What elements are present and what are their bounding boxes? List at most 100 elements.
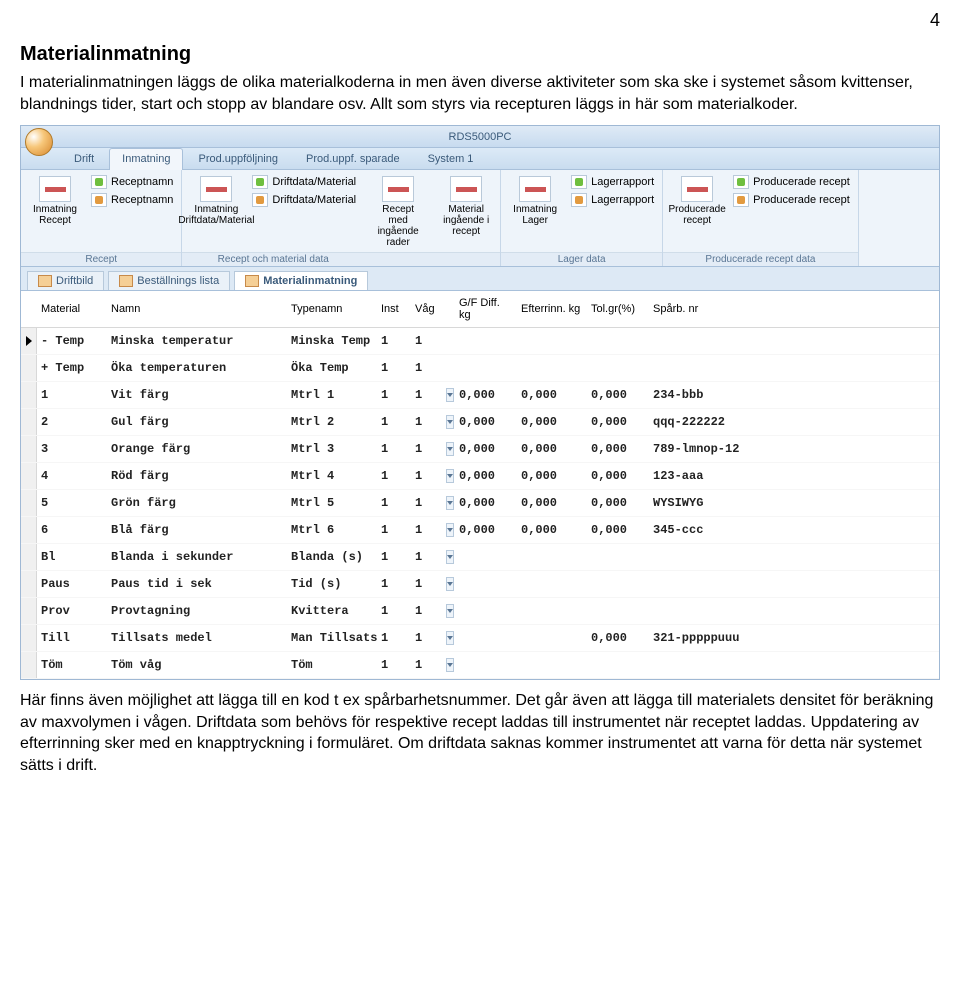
cell-tol-gr[interactable]: 0,000 bbox=[587, 490, 649, 516]
cell-inst[interactable]: 1 bbox=[377, 436, 411, 462]
dropdown-button[interactable] bbox=[445, 382, 455, 408]
cell-vag[interactable]: 1 bbox=[411, 409, 445, 435]
cell-typenamn[interactable]: Man Tillsats bbox=[287, 625, 377, 651]
cell-typenamn[interactable]: Mtrl 6 bbox=[287, 517, 377, 543]
cell-gf-diff[interactable]: 0,000 bbox=[455, 490, 517, 516]
cell-gf-diff[interactable] bbox=[455, 551, 517, 563]
cell-material[interactable]: 6 bbox=[37, 517, 107, 543]
cell-efterrinn[interactable]: 0,000 bbox=[517, 517, 587, 543]
cell-namn[interactable]: Blanda i sekunder bbox=[107, 544, 287, 570]
table-row[interactable]: TömTöm vågTöm11 bbox=[21, 652, 939, 679]
dropdown-button[interactable] bbox=[445, 517, 455, 543]
cell-efterrinn[interactable] bbox=[517, 605, 587, 617]
row-selector[interactable] bbox=[21, 355, 37, 381]
cell-tol-gr[interactable]: 0,000 bbox=[587, 382, 649, 408]
cell-namn[interactable]: Vit färg bbox=[107, 382, 287, 408]
cell-inst[interactable]: 1 bbox=[377, 517, 411, 543]
cell-vag[interactable]: 1 bbox=[411, 355, 445, 381]
dropdown-button[interactable] bbox=[445, 652, 455, 678]
cell-efterrinn[interactable]: 0,000 bbox=[517, 382, 587, 408]
cell-typenamn[interactable]: Mtrl 5 bbox=[287, 490, 377, 516]
column-header-namn[interactable]: Namn bbox=[107, 297, 287, 321]
column-header-efterrinn-kg[interactable]: Efterrinn. kg bbox=[517, 297, 587, 321]
cell-tol-gr[interactable] bbox=[587, 659, 649, 671]
table-row[interactable]: 1Vit färgMtrl 1110,0000,0000,000234-bbb bbox=[21, 382, 939, 409]
cell-vag[interactable]: 1 bbox=[411, 598, 445, 624]
cell-namn[interactable]: Röd färg bbox=[107, 463, 287, 489]
cell-sparb-nr[interactable]: 321-pppppuuu bbox=[649, 625, 759, 651]
cell-typenamn[interactable]: Mtrl 1 bbox=[287, 382, 377, 408]
dropdown-button[interactable] bbox=[445, 571, 455, 597]
table-row[interactable]: 3Orange färgMtrl 3110,0000,0000,000789-l… bbox=[21, 436, 939, 463]
ribbon-bigbtn-inmatning-lager[interactable]: Inmatning Lager bbox=[507, 174, 563, 228]
ribbon-smallbtn-receptnamn[interactable]: Receptnamn bbox=[89, 174, 175, 190]
cell-inst[interactable]: 1 bbox=[377, 463, 411, 489]
cell-tol-gr[interactable]: 0,000 bbox=[587, 409, 649, 435]
cell-gf-diff[interactable]: 0,000 bbox=[455, 382, 517, 408]
cell-material[interactable]: + Temp bbox=[37, 355, 107, 381]
cell-namn[interactable]: Paus tid i sek bbox=[107, 571, 287, 597]
cell-tol-gr[interactable]: 0,000 bbox=[587, 436, 649, 462]
cell-typenamn[interactable]: Kvittera bbox=[287, 598, 377, 624]
table-row[interactable]: - TempMinska temperaturMinska Temp11 bbox=[21, 328, 939, 355]
cell-inst[interactable]: 1 bbox=[377, 598, 411, 624]
cell-efterrinn[interactable]: 0,000 bbox=[517, 463, 587, 489]
dropdown-button[interactable] bbox=[445, 544, 455, 570]
row-selector[interactable] bbox=[21, 544, 37, 570]
table-row[interactable]: + TempÖka temperaturenÖka Temp11 bbox=[21, 355, 939, 382]
cell-gf-diff[interactable] bbox=[455, 659, 517, 671]
dropdown-button[interactable] bbox=[445, 436, 455, 462]
column-header-sp-rb-nr[interactable]: Spårb. nr bbox=[649, 297, 759, 321]
cell-sparb-nr[interactable]: qqq-222222 bbox=[649, 409, 759, 435]
cell-inst[interactable]: 1 bbox=[377, 382, 411, 408]
ribbon-bigbtn-producerade-recept[interactable]: Producerade recept bbox=[669, 174, 725, 228]
cell-sparb-nr[interactable] bbox=[649, 362, 759, 374]
table-row[interactable]: ProvProvtagningKvittera11 bbox=[21, 598, 939, 625]
cell-namn[interactable]: Minska temperatur bbox=[107, 328, 287, 354]
cell-gf-diff[interactable]: 0,000 bbox=[455, 436, 517, 462]
row-selector[interactable] bbox=[21, 436, 37, 462]
cell-tol-gr[interactable]: 0,000 bbox=[587, 517, 649, 543]
cell-vag[interactable]: 1 bbox=[411, 571, 445, 597]
ribbon-smallbtn-lagerrapport[interactable]: Lagerrapport bbox=[569, 174, 656, 190]
cell-typenamn[interactable]: Öka Temp bbox=[287, 355, 377, 381]
ribbon-smallbtn-producerade-recept[interactable]: Producerade recept bbox=[731, 192, 852, 208]
cell-efterrinn[interactable] bbox=[517, 362, 587, 374]
cell-vag[interactable]: 1 bbox=[411, 490, 445, 516]
ribbon-smallbtn-driftdata-material[interactable]: Driftdata/Material bbox=[250, 192, 358, 208]
ribbon-tab-system-1[interactable]: System 1 bbox=[415, 148, 487, 169]
cell-typenamn[interactable]: Tid (s) bbox=[287, 571, 377, 597]
cell-inst[interactable]: 1 bbox=[377, 652, 411, 678]
cell-efterrinn[interactable]: 0,000 bbox=[517, 409, 587, 435]
cell-vag[interactable]: 1 bbox=[411, 463, 445, 489]
cell-tol-gr[interactable] bbox=[587, 335, 649, 347]
cell-material[interactable]: Prov bbox=[37, 598, 107, 624]
column-header-typenamn[interactable]: Typenamn bbox=[287, 297, 377, 321]
cell-namn[interactable]: Blå färg bbox=[107, 517, 287, 543]
cell-inst[interactable]: 1 bbox=[377, 625, 411, 651]
cell-efterrinn[interactable] bbox=[517, 659, 587, 671]
column-header-inst[interactable]: Inst bbox=[377, 297, 411, 321]
office-orb-button[interactable] bbox=[25, 128, 53, 156]
cell-material[interactable]: Töm bbox=[37, 652, 107, 678]
row-selector[interactable] bbox=[21, 517, 37, 543]
ribbon-bigbtn-inmatning-recept[interactable]: Inmatning Recept bbox=[27, 174, 83, 228]
cell-tol-gr[interactable]: 0,000 bbox=[587, 463, 649, 489]
cell-material[interactable]: 3 bbox=[37, 436, 107, 462]
table-row[interactable]: 5Grön färgMtrl 5110,0000,0000,000WYSIWYG bbox=[21, 490, 939, 517]
cell-sparb-nr[interactable]: WYSIWYG bbox=[649, 490, 759, 516]
cell-inst[interactable]: 1 bbox=[377, 571, 411, 597]
row-selector[interactable] bbox=[21, 625, 37, 651]
cell-material[interactable]: 2 bbox=[37, 409, 107, 435]
dropdown-button[interactable] bbox=[445, 490, 455, 516]
row-selector[interactable] bbox=[21, 328, 37, 354]
cell-efterrinn[interactable]: 0,000 bbox=[517, 436, 587, 462]
ribbon-tab-prod-uppf-ljning[interactable]: Prod.uppföljning bbox=[185, 148, 291, 169]
cell-namn[interactable]: Grön färg bbox=[107, 490, 287, 516]
cell-namn[interactable]: Orange färg bbox=[107, 436, 287, 462]
cell-typenamn[interactable]: Mtrl 2 bbox=[287, 409, 377, 435]
cell-gf-diff[interactable] bbox=[455, 605, 517, 617]
cell-efterrinn[interactable]: 0,000 bbox=[517, 490, 587, 516]
ribbon-smallbtn-receptnamn[interactable]: Receptnamn bbox=[89, 192, 175, 208]
doc-tab-best-llnings-lista[interactable]: Beställnings lista bbox=[108, 271, 230, 290]
